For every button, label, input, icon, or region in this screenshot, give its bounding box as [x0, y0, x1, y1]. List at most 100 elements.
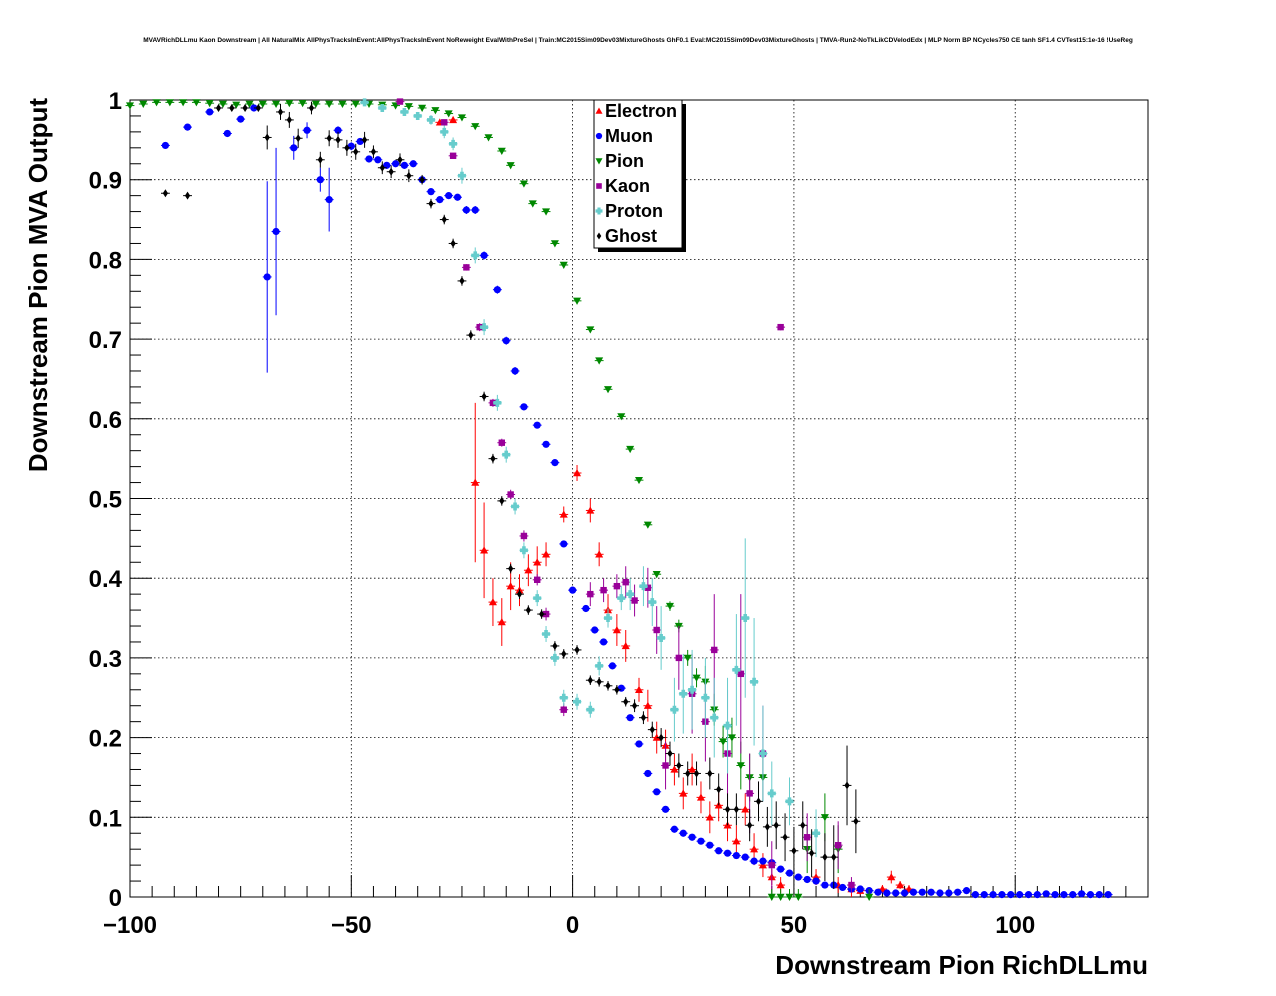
data-point-muon	[183, 123, 192, 131]
data-point-muon	[917, 888, 927, 896]
data-point-ghost	[621, 696, 631, 707]
marker	[710, 713, 719, 722]
x-tick-label: −50	[331, 912, 372, 939]
marker	[378, 103, 387, 112]
marker	[706, 841, 714, 849]
marker	[679, 829, 687, 837]
y-axis-title: Downstream Pion MVA Output	[23, 98, 53, 472]
data-point-kaon	[847, 877, 856, 894]
marker	[803, 875, 811, 884]
marker	[679, 789, 688, 797]
data-point-pion	[404, 103, 414, 111]
data-point-muon	[289, 135, 299, 160]
marker	[696, 793, 705, 801]
marker	[493, 398, 502, 407]
marker	[591, 626, 599, 634]
marker	[711, 646, 718, 654]
marker	[559, 693, 568, 702]
data-point-kaon	[674, 626, 684, 690]
data-point-pion	[541, 208, 551, 216]
series-proton	[360, 98, 821, 858]
data-point-proton	[413, 111, 423, 120]
data-point-muon	[1024, 891, 1033, 899]
marker	[635, 685, 643, 693]
marker	[317, 155, 323, 164]
data-point-pion	[178, 99, 188, 107]
marker	[750, 857, 758, 865]
data-point-kaon	[652, 606, 662, 654]
marker	[794, 873, 802, 881]
marker	[595, 550, 604, 558]
marker	[542, 550, 551, 558]
marker	[874, 888, 882, 896]
data-point-pion	[138, 100, 148, 108]
data-point-pion	[430, 107, 440, 115]
data-point-pion	[324, 100, 334, 108]
marker	[179, 99, 188, 107]
marker	[587, 676, 593, 685]
marker	[1024, 891, 1033, 899]
marker	[406, 171, 412, 180]
data-point-muon	[599, 638, 609, 646]
marker	[450, 239, 456, 248]
marker	[334, 126, 342, 134]
data-point-muon	[652, 788, 662, 796]
marker	[351, 100, 360, 108]
marker	[623, 697, 629, 706]
marker	[596, 677, 602, 686]
marker	[255, 103, 261, 112]
y-tick-label: 0.3	[89, 646, 122, 673]
marker	[272, 100, 281, 108]
data-point-muon	[581, 604, 591, 613]
marker	[732, 851, 740, 860]
data-point-proton	[740, 538, 750, 698]
data-point-muon	[820, 881, 830, 889]
marker	[716, 785, 722, 794]
marker	[444, 110, 453, 118]
marker	[223, 129, 231, 138]
legend-entry-pion: Pion	[595, 151, 644, 171]
marker	[626, 445, 635, 454]
data-point-electron	[479, 502, 489, 599]
marker	[586, 326, 595, 334]
data-point-pion	[616, 413, 626, 421]
legend-entry-kaon: Kaon	[596, 176, 650, 196]
y-tick-label: 0.7	[89, 327, 122, 354]
data-point-proton	[723, 677, 732, 774]
data-point-pion	[793, 889, 803, 901]
data-point-muon	[1068, 891, 1078, 899]
data-point-ghost	[386, 165, 396, 179]
marker	[391, 160, 400, 168]
data-point-ghost	[276, 103, 285, 120]
marker	[586, 705, 595, 714]
data-point-muon	[479, 251, 489, 260]
data-point-muon	[461, 206, 471, 214]
data-point-proton	[687, 649, 697, 730]
data-point-muon	[1032, 891, 1042, 899]
data-point-ghost	[789, 826, 799, 875]
marker	[732, 837, 741, 845]
data-point-ghost	[404, 169, 414, 183]
marker	[688, 833, 696, 841]
y-tick-label: 0.6	[89, 407, 122, 434]
marker	[499, 496, 505, 505]
marker	[631, 597, 638, 604]
marker	[599, 638, 608, 646]
marker	[445, 192, 453, 200]
data-point-proton	[519, 542, 529, 559]
data-point-ghost	[342, 139, 352, 156]
data-point-ghost	[457, 276, 467, 286]
marker	[998, 891, 1006, 899]
marker	[1033, 891, 1041, 899]
legend-marker	[595, 207, 603, 215]
series-muon	[160, 104, 1113, 899]
marker	[715, 847, 723, 855]
marker	[506, 582, 515, 590]
marker	[785, 797, 794, 806]
marker	[524, 566, 533, 574]
data-point-pion	[152, 99, 161, 107]
legend-marker	[596, 232, 602, 240]
legend-marker	[595, 158, 603, 165]
data-point-kaon	[612, 574, 622, 599]
marker	[519, 546, 528, 555]
